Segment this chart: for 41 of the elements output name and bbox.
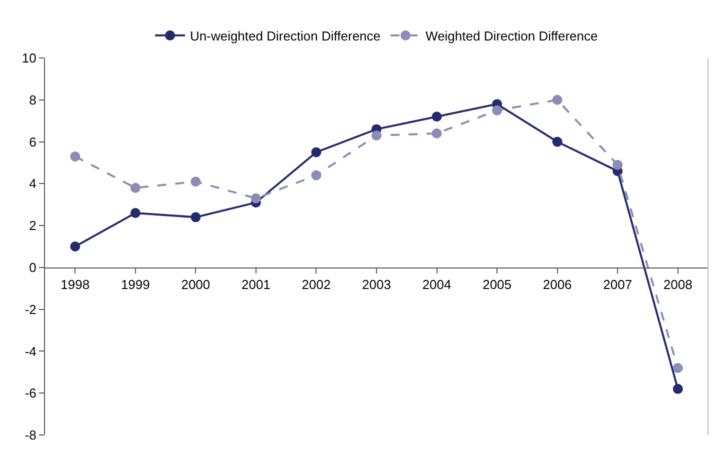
y-tick-label: -8 [24, 428, 36, 443]
x-tick-label: 2008 [663, 277, 692, 292]
point [372, 130, 382, 140]
x-tick-label: 2004 [422, 277, 452, 292]
point [190, 176, 201, 187]
y-tick-label: 4 [29, 176, 36, 192]
y-tick-label: 8 [29, 92, 36, 108]
x-tick-label: 1999 [120, 277, 150, 292]
point [70, 151, 80, 162]
point [612, 160, 623, 170]
legend-label: Weighted Direction Difference [426, 28, 598, 44]
x-tick-label: 2005 [482, 277, 512, 292]
point [130, 182, 140, 193]
point [250, 193, 261, 204]
point [432, 112, 442, 122]
y-tick-label: -4 [24, 344, 36, 359]
x-tick-label: 2003 [362, 277, 391, 292]
point [70, 242, 80, 252]
point [432, 128, 442, 138]
y-tick-label: 2 [29, 218, 36, 234]
point [311, 147, 322, 158]
x-tick-label: 2001 [241, 277, 270, 292]
y-tick-label: -2 [24, 302, 36, 317]
point [190, 212, 201, 222]
point [311, 170, 322, 180]
x-tick-label: 2000 [181, 277, 210, 292]
y-tick-label: 0 [29, 260, 36, 275]
x-tick-label: 1998 [60, 277, 90, 292]
y-tick-label: -6 [24, 386, 36, 401]
x-tick-label: 2002 [302, 277, 331, 292]
point [552, 94, 562, 105]
y-tick-label: 10 [22, 50, 36, 66]
legend-label: Un-weighted Direction Difference [190, 28, 381, 44]
point [130, 208, 140, 218]
x-tick-label: 2006 [542, 277, 572, 292]
point [672, 362, 683, 373]
x-tick-label: 2007 [603, 277, 632, 292]
y-tick-label: 6 [29, 134, 36, 150]
point [672, 384, 683, 394]
point [492, 105, 502, 116]
point [552, 136, 562, 147]
